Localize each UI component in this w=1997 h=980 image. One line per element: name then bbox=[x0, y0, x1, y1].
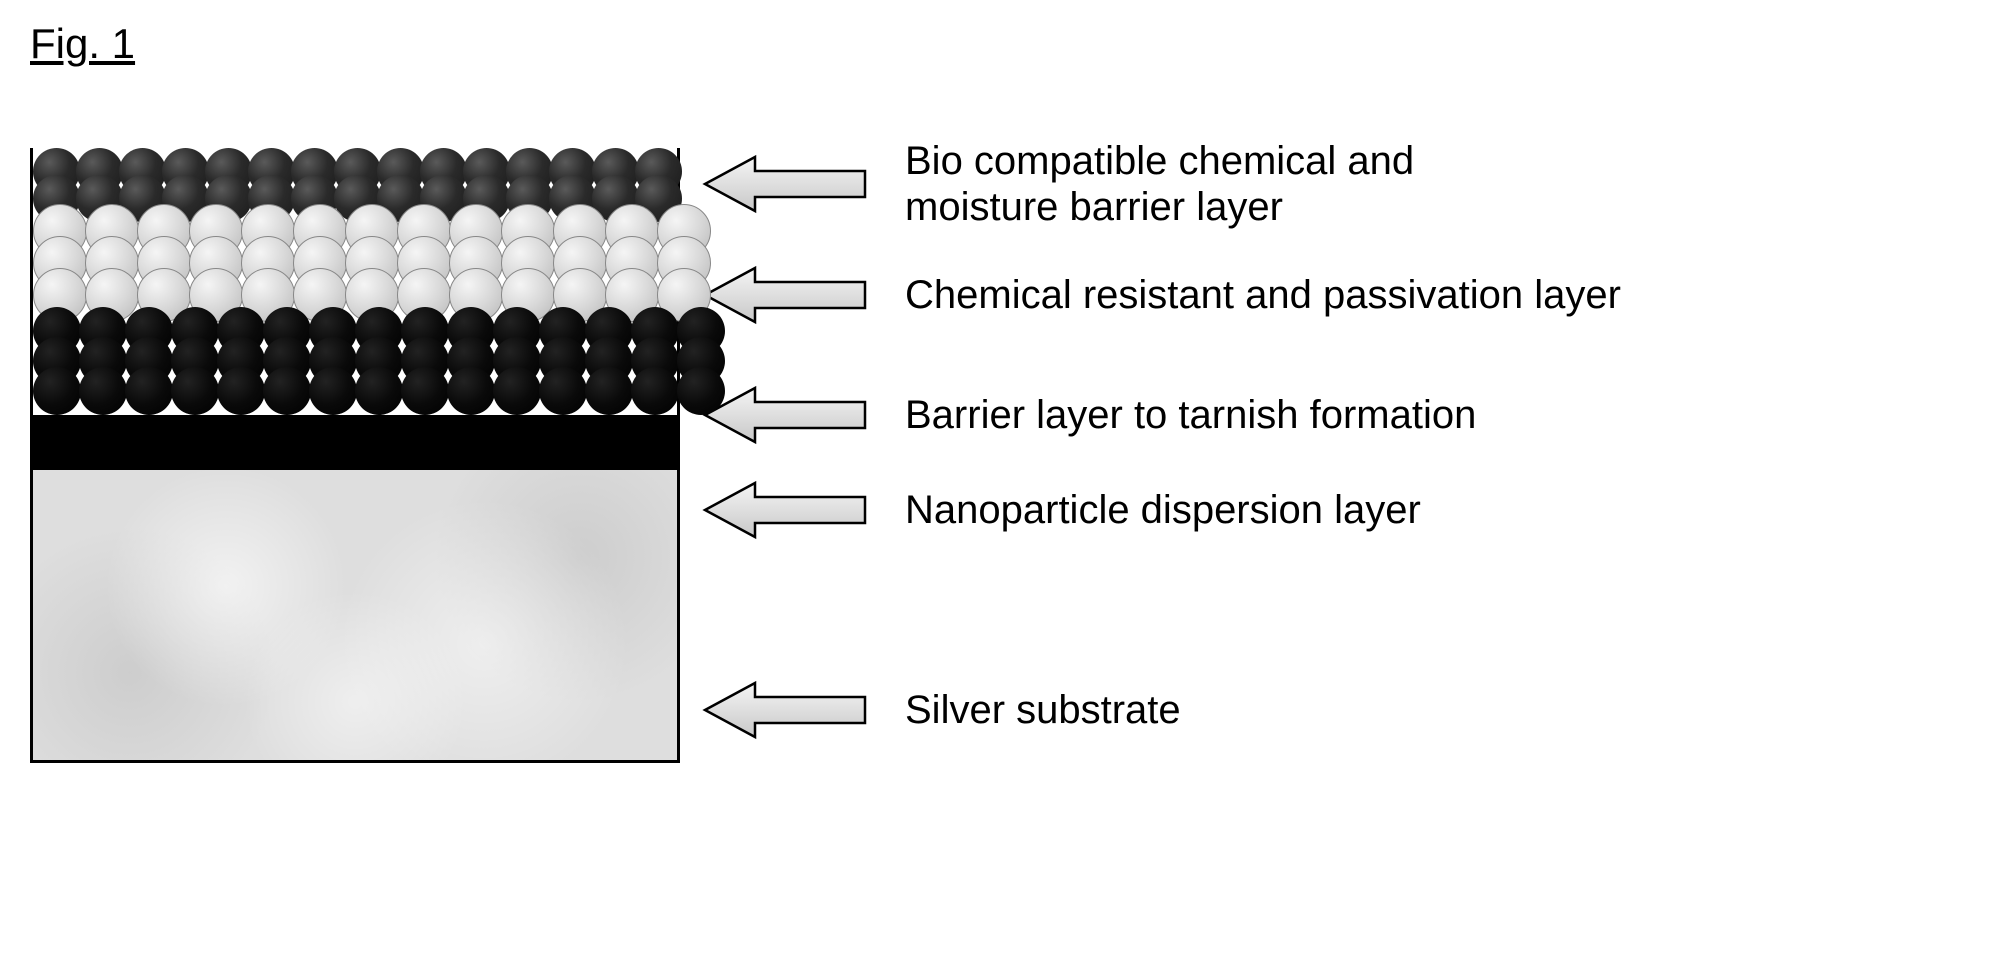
arrow-left-icon bbox=[700, 380, 870, 450]
layer-tarnish-barrier bbox=[33, 322, 677, 415]
label-row-bio: Bio compatible chemical andmoisture barr… bbox=[700, 138, 1621, 230]
label-row-nano: Nanoparticle dispersion layer bbox=[700, 475, 1621, 545]
label-row-silver: Silver substrate bbox=[700, 675, 1621, 745]
label-bio: Bio compatible chemical andmoisture barr… bbox=[905, 138, 1414, 230]
diagram-container: Bio compatible chemical andmoisture barr… bbox=[30, 148, 1967, 763]
particle-circle bbox=[217, 367, 265, 415]
particle-circle bbox=[355, 367, 403, 415]
labels-column: Bio compatible chemical andmoisture barr… bbox=[680, 148, 1621, 745]
arrow-left-icon bbox=[700, 475, 870, 545]
arrow-left-icon bbox=[700, 675, 870, 745]
particle-circle bbox=[539, 367, 587, 415]
particle-circle bbox=[677, 367, 725, 415]
label-tarnish: Barrier layer to tarnish formation bbox=[905, 392, 1476, 438]
particle-circle bbox=[263, 367, 311, 415]
label-chem: Chemical resistant and passivation layer bbox=[905, 272, 1621, 318]
particle-circle bbox=[171, 367, 219, 415]
label-nano: Nanoparticle dispersion layer bbox=[905, 487, 1421, 533]
particle-circle bbox=[447, 367, 495, 415]
particle-circle bbox=[125, 367, 173, 415]
particle-circle bbox=[79, 367, 127, 415]
arrow-left-icon bbox=[700, 260, 870, 330]
particle-circle bbox=[585, 367, 633, 415]
particle-circle bbox=[309, 367, 357, 415]
layer-silver-substrate bbox=[33, 470, 677, 760]
particle-circle bbox=[401, 367, 449, 415]
label-row-chem: Chemical resistant and passivation layer bbox=[700, 260, 1621, 330]
particle-circle bbox=[33, 367, 81, 415]
arrow-left-icon bbox=[700, 149, 870, 219]
layers-stack bbox=[30, 148, 680, 763]
particle-circle bbox=[631, 367, 679, 415]
particle-circle bbox=[493, 367, 541, 415]
label-row-tarnish: Barrier layer to tarnish formation bbox=[700, 380, 1621, 450]
figure-title: Fig. 1 bbox=[30, 20, 1967, 68]
label-silver: Silver substrate bbox=[905, 687, 1181, 733]
layer-nanoparticle-dispersion bbox=[33, 415, 677, 470]
